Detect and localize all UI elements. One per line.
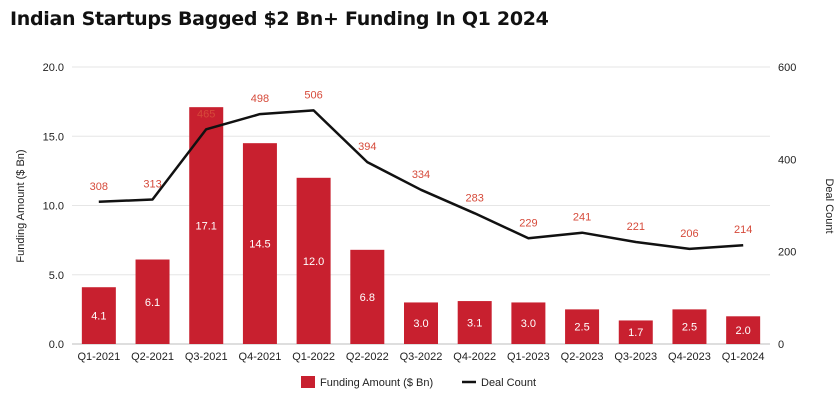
- deal-count-label: 313: [143, 178, 161, 190]
- bar-value-label: 2.0: [736, 325, 751, 337]
- left-tick-label: 0.0: [49, 339, 64, 351]
- bar: [350, 249, 385, 344]
- x-tick-label: Q3-2022: [400, 351, 443, 363]
- right-axis-title: Deal Count: [823, 178, 835, 233]
- right-tick-label: 600: [778, 62, 796, 74]
- bar-value-label: 17.1: [196, 221, 217, 233]
- bar-value-label: 6.1: [145, 297, 160, 309]
- bar: [81, 287, 116, 344]
- x-tick-label: Q1-2024: [722, 351, 765, 363]
- legend-line-label: Deal Count: [481, 377, 536, 389]
- left-axis-ticks: 0.0 5.0 10.0 15.0 20.0: [43, 62, 64, 351]
- deal-count-label: 394: [358, 141, 376, 153]
- bar-value-label: 6.8: [360, 292, 375, 304]
- bar-series: [81, 107, 761, 344]
- bar-value-label: 3.0: [413, 318, 428, 330]
- deal-count-label: 283: [466, 192, 484, 204]
- bar: [618, 320, 653, 344]
- bar: [565, 309, 600, 344]
- deal-count-label: 506: [304, 89, 322, 101]
- bar-value-label: 2.5: [682, 322, 697, 334]
- bar-value-label: 3.1: [467, 318, 482, 330]
- bar-value-label: 1.7: [628, 327, 643, 339]
- bar: [296, 177, 331, 344]
- x-tick-label: Q4-2023: [668, 351, 711, 363]
- line-data-labels: 308 313 465 498 506 394 334 283 229 241 221 206 214: [90, 89, 753, 240]
- bar: [135, 259, 170, 344]
- bar-value-label: 3.0: [521, 318, 536, 330]
- legend-bar-swatch: [301, 376, 315, 388]
- left-tick-label: 10.0: [43, 201, 64, 213]
- deal-count-label: 241: [573, 212, 591, 224]
- bar: [511, 302, 546, 344]
- bar: [726, 316, 761, 344]
- right-axis-ticks: 0 200 400 600: [778, 62, 796, 351]
- deal-count-label: 206: [680, 228, 698, 240]
- x-tick-label: Q1-2023: [507, 351, 550, 363]
- x-tick-label: Q1-2022: [292, 351, 335, 363]
- left-axis-title: Funding Amount ($ Bn): [15, 149, 27, 262]
- chart-title: Indian Startups Bagged $2 Bn+ Funding In…: [10, 8, 549, 30]
- bar: [457, 301, 492, 344]
- x-tick-label: Q2-2023: [561, 351, 604, 363]
- bar-value-label: 4.1: [91, 311, 106, 323]
- deal-count-label: 334: [412, 169, 430, 181]
- left-tick-label: 5.0: [49, 270, 64, 282]
- x-tick-label: Q3-2021: [185, 351, 228, 363]
- x-tick-label: Q2-2022: [346, 351, 389, 363]
- bar: [672, 309, 707, 344]
- right-tick-label: 400: [778, 154, 796, 166]
- deal-count-label: 308: [90, 181, 108, 193]
- deal-count-line: [98, 109, 744, 251]
- x-axis-ticks: Q1-2021 Q2-2021 Q3-2021 Q4-2021 Q1-2022 Q2-20…: [77, 351, 764, 363]
- x-tick-label: Q1-2021: [77, 351, 120, 363]
- bar-data-labels: 4.1 6.1 17.1 14.5 12.0 6.8 3.0 3.1 3.0 2.5 1.7 2.5 2…: [91, 221, 751, 340]
- legend: Funding Amount ($ Bn) Deal Count: [301, 376, 536, 389]
- bar-value-label: 14.5: [249, 239, 270, 251]
- left-tick-label: 20.0: [43, 62, 64, 74]
- x-tick-label: Q4-2021: [239, 351, 282, 363]
- bar-value-label: 2.5: [574, 322, 589, 334]
- bar-value-label: 12.0: [303, 256, 324, 268]
- right-tick-label: 200: [778, 247, 796, 259]
- bar: [189, 107, 224, 344]
- bar: [242, 143, 277, 344]
- deal-count-label: 221: [627, 221, 645, 233]
- bar: [404, 302, 438, 344]
- deal-count-label: 498: [251, 93, 269, 105]
- deal-count-label: 229: [519, 217, 537, 229]
- deal-count-label: 465: [197, 108, 215, 120]
- left-tick-label: 15.0: [43, 131, 64, 143]
- right-tick-label: 0: [778, 339, 784, 351]
- x-tick-label: Q2-2021: [131, 351, 174, 363]
- x-tick-label: Q4-2022: [453, 351, 496, 363]
- deal-count-label: 214: [734, 224, 752, 236]
- legend-bar-label: Funding Amount ($ Bn): [320, 377, 433, 389]
- x-tick-label: Q3-2023: [614, 351, 657, 363]
